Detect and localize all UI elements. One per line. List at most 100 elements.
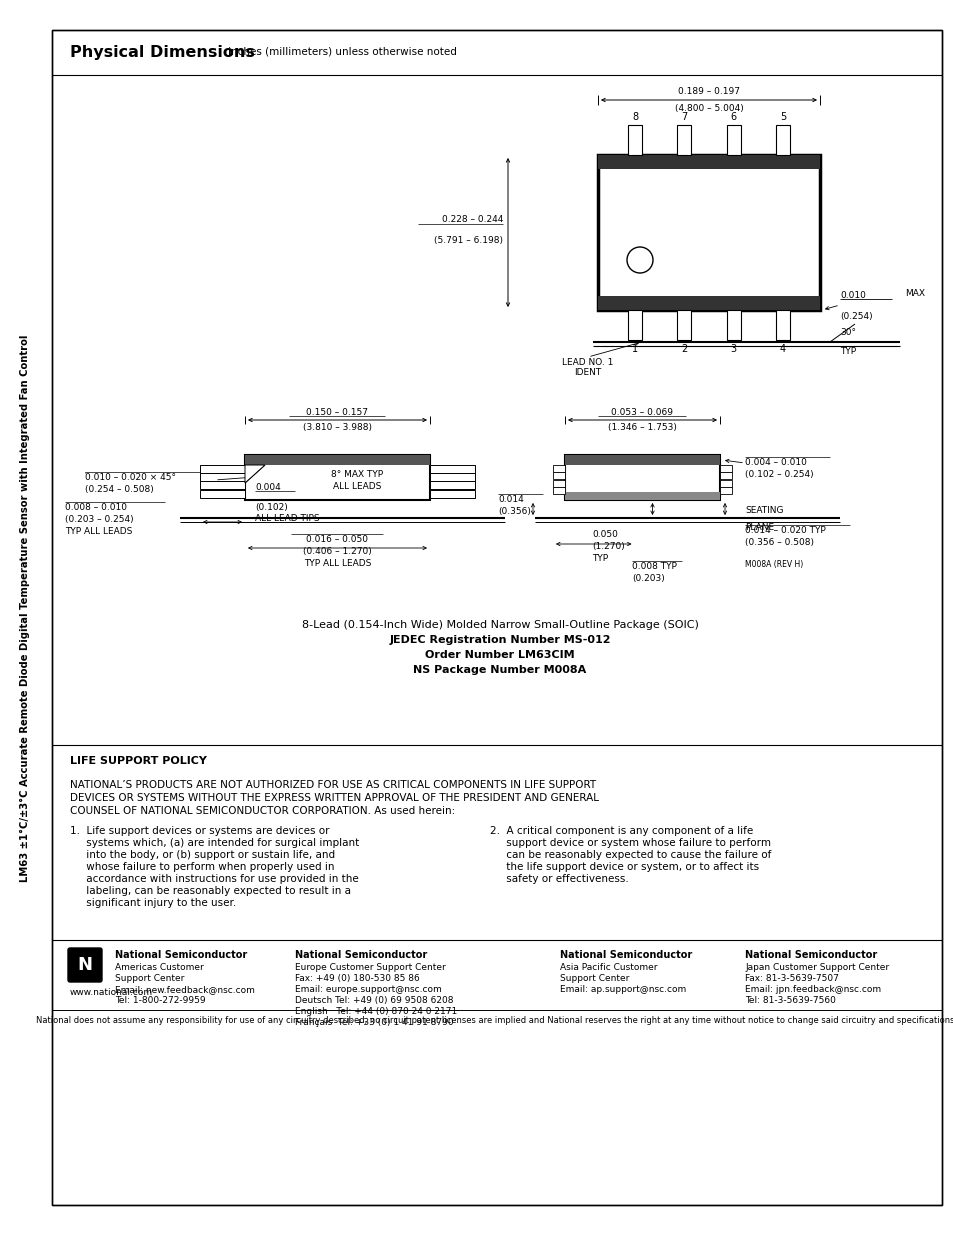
Text: N: N — [77, 956, 92, 974]
Text: IDENT: IDENT — [574, 368, 601, 377]
Text: TYP: TYP — [840, 347, 855, 356]
Text: (0.254 – 0.508): (0.254 – 0.508) — [85, 485, 153, 494]
Text: Europe Customer Support Center: Europe Customer Support Center — [294, 963, 445, 972]
Bar — [720, 473, 731, 479]
Text: PLANE: PLANE — [744, 522, 773, 532]
Text: National does not assume any responsibility for use of any circuitry described, : National does not assume any responsibil… — [36, 1016, 953, 1025]
Text: Support Center: Support Center — [559, 974, 629, 983]
Text: 8: 8 — [631, 112, 638, 122]
Text: Support Center: Support Center — [115, 974, 184, 983]
FancyBboxPatch shape — [68, 948, 102, 982]
Text: (1.270): (1.270) — [592, 542, 624, 551]
Text: LEAD NO. 1: LEAD NO. 1 — [561, 358, 613, 367]
Text: 0.008 – 0.010: 0.008 – 0.010 — [65, 503, 127, 513]
Text: 0.014: 0.014 — [497, 495, 523, 504]
Text: Japan Customer Support Center: Japan Customer Support Center — [744, 963, 888, 972]
Text: Français  Tel: +33 (0) 1 41 91 8790: Français Tel: +33 (0) 1 41 91 8790 — [294, 1018, 453, 1028]
Text: Fax: 81-3-5639-7507: Fax: 81-3-5639-7507 — [744, 974, 838, 983]
Bar — [564, 454, 720, 466]
Text: National Semiconductor: National Semiconductor — [559, 950, 692, 960]
Text: (0.356 – 0.508): (0.356 – 0.508) — [744, 538, 813, 547]
Text: (0.356): (0.356) — [497, 508, 530, 516]
Bar — [430, 482, 475, 489]
Bar — [430, 489, 475, 498]
Bar — [720, 466, 731, 472]
Bar — [430, 473, 475, 482]
Bar — [627, 125, 641, 156]
Bar — [200, 466, 245, 473]
Bar — [720, 480, 731, 487]
Text: (5.791 – 6.198): (5.791 – 6.198) — [434, 236, 502, 246]
Text: (3.810 – 3.988): (3.810 – 3.988) — [303, 424, 372, 432]
Text: 0.008 TYP: 0.008 TYP — [632, 562, 677, 571]
Bar — [200, 489, 245, 498]
Text: 8° MAX TYP: 8° MAX TYP — [331, 471, 383, 479]
Text: accordance with instructions for use provided in the: accordance with instructions for use pro… — [70, 874, 358, 884]
Text: 0.016 – 0.050: 0.016 – 0.050 — [306, 535, 368, 543]
Text: can be reasonably expected to cause the failure of: can be reasonably expected to cause the … — [490, 850, 771, 860]
Text: Physical Dimensions: Physical Dimensions — [70, 44, 254, 61]
Text: National Semiconductor: National Semiconductor — [294, 950, 427, 960]
Text: ALL LEADS: ALL LEADS — [333, 482, 381, 492]
Text: 8-Lead (0.154-Inch Wide) Molded Narrow Small-Outline Package (SOIC): 8-Lead (0.154-Inch Wide) Molded Narrow S… — [301, 620, 698, 630]
Text: ALL LEAD TIPS: ALL LEAD TIPS — [254, 514, 319, 522]
Bar — [775, 125, 789, 156]
Text: Email: jpn.feedback@nsc.com: Email: jpn.feedback@nsc.com — [744, 986, 881, 994]
Bar — [564, 454, 720, 500]
Text: (4.800 – 5.004): (4.800 – 5.004) — [674, 104, 742, 112]
Text: 0.004: 0.004 — [254, 483, 280, 492]
Text: LIFE SUPPORT POLICY: LIFE SUPPORT POLICY — [70, 756, 207, 766]
Text: TYP ALL LEADS: TYP ALL LEADS — [65, 527, 132, 536]
Text: National Semiconductor: National Semiconductor — [115, 950, 247, 960]
Bar — [564, 492, 720, 500]
Text: Tel: 1-800-272-9959: Tel: 1-800-272-9959 — [115, 995, 206, 1005]
Bar — [720, 487, 731, 494]
Bar — [726, 125, 740, 156]
Text: (0.102): (0.102) — [254, 503, 288, 513]
Bar — [598, 156, 820, 169]
Text: JEDEC Registration Number MS-012: JEDEC Registration Number MS-012 — [389, 635, 610, 645]
Text: (0.203): (0.203) — [632, 574, 664, 583]
Bar — [553, 487, 564, 494]
Bar — [598, 156, 820, 310]
Text: Asia Pacific Customer: Asia Pacific Customer — [559, 963, 657, 972]
Text: 4: 4 — [780, 345, 785, 354]
Text: Email: europe.support@nsc.com: Email: europe.support@nsc.com — [294, 986, 441, 994]
Text: Email: new.feedback@nsc.com: Email: new.feedback@nsc.com — [115, 986, 254, 994]
Text: support device or system whose failure to perform: support device or system whose failure t… — [490, 839, 770, 848]
Text: TYP ALL LEADS: TYP ALL LEADS — [303, 559, 371, 568]
Bar — [430, 466, 475, 473]
Text: 30°: 30° — [840, 329, 855, 337]
Text: 0.010: 0.010 — [840, 291, 865, 300]
Text: SEATING: SEATING — [744, 506, 782, 515]
Text: 5: 5 — [779, 112, 785, 122]
Text: inches (millimeters) unless otherwise noted: inches (millimeters) unless otherwise no… — [228, 47, 456, 57]
Text: 0.228 – 0.244: 0.228 – 0.244 — [441, 215, 502, 225]
Bar — [677, 125, 691, 156]
Text: 6: 6 — [730, 112, 736, 122]
Text: into the body, or (b) support or sustain life, and: into the body, or (b) support or sustain… — [70, 850, 335, 860]
Text: National Semiconductor: National Semiconductor — [744, 950, 877, 960]
Text: 0.050: 0.050 — [592, 530, 618, 538]
Bar — [598, 296, 820, 310]
Text: 1.  Life support devices or systems are devices or: 1. Life support devices or systems are d… — [70, 826, 329, 836]
Text: (1.346 – 1.753): (1.346 – 1.753) — [607, 424, 677, 432]
Bar — [245, 454, 430, 500]
Text: Tel: 81-3-5639-7560: Tel: 81-3-5639-7560 — [744, 995, 835, 1005]
Text: Deutsch Tel: +49 (0) 69 9508 6208: Deutsch Tel: +49 (0) 69 9508 6208 — [294, 995, 453, 1005]
Bar — [200, 473, 245, 482]
Text: 0.004 – 0.010: 0.004 – 0.010 — [744, 458, 806, 467]
Text: Order Number LM63CIM: Order Number LM63CIM — [425, 650, 575, 659]
Text: (0.254): (0.254) — [840, 312, 872, 321]
Text: NATIONAL’S PRODUCTS ARE NOT AUTHORIZED FOR USE AS CRITICAL COMPONENTS IN LIFE SU: NATIONAL’S PRODUCTS ARE NOT AUTHORIZED F… — [70, 781, 596, 790]
Polygon shape — [245, 466, 265, 483]
Text: M008A (REV H): M008A (REV H) — [744, 559, 802, 569]
Text: labeling, can be reasonably expected to result in a: labeling, can be reasonably expected to … — [70, 885, 351, 897]
Text: 1: 1 — [631, 345, 638, 354]
Text: DEVICES OR SYSTEMS WITHOUT THE EXPRESS WRITTEN APPROVAL OF THE PRESIDENT AND GEN: DEVICES OR SYSTEMS WITHOUT THE EXPRESS W… — [70, 793, 598, 803]
Text: Fax: +49 (0) 180-530 85 86: Fax: +49 (0) 180-530 85 86 — [294, 974, 419, 983]
Text: English   Tel: +44 (0) 870 24 0 2171: English Tel: +44 (0) 870 24 0 2171 — [294, 1007, 456, 1016]
Text: systems which, (a) are intended for surgical implant: systems which, (a) are intended for surg… — [70, 839, 359, 848]
Text: 7: 7 — [680, 112, 687, 122]
Text: 0.189 – 0.197: 0.189 – 0.197 — [678, 86, 740, 96]
